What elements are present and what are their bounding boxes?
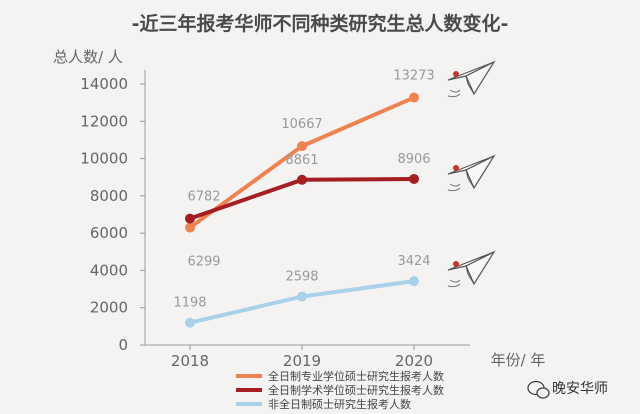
legend-label: 非全日制硕士研究生报考人数 <box>268 397 411 411</box>
legend-label: 全日制学术学位硕士研究生报考人数 <box>268 383 444 397</box>
data-label: 10667 <box>281 117 322 132</box>
chart-title: -近三年报考华师不同种类研究生总人数变化- <box>132 12 509 35</box>
y-tick-label: 12000 <box>80 112 128 130</box>
data-point <box>409 173 419 184</box>
y-tick-label: 2000 <box>90 299 128 317</box>
data-label: 13273 <box>393 69 434 84</box>
data-label: 3424 <box>397 254 430 269</box>
x-tick-label: 2019 <box>283 352 321 370</box>
legend-label: 全日制专业学位硕士研究生报考人数 <box>268 369 444 383</box>
y-tick-label: 10000 <box>80 150 128 168</box>
y-tick-label: 0 <box>118 336 128 354</box>
data-point <box>297 291 307 302</box>
series-line <box>188 176 416 221</box>
y-axis-label: 总人数/ 人 <box>53 48 123 66</box>
data-point <box>185 222 195 233</box>
x-axis-label: 年份/ 年 <box>491 351 546 369</box>
data-point <box>409 92 419 103</box>
data-point <box>297 141 307 152</box>
watermark: 晚安华师 <box>527 380 608 399</box>
data-point <box>409 276 419 287</box>
data-label: 8861 <box>285 153 318 168</box>
y-tick-label: 8000 <box>90 187 128 205</box>
y-tick-label: 6000 <box>90 224 128 242</box>
paper-plane-icon <box>447 60 496 98</box>
x-tick-label: 2018 <box>171 352 209 370</box>
y-tick-label: 14000 <box>80 75 128 93</box>
data-label: 6299 <box>187 255 220 270</box>
y-tick-label: 4000 <box>90 261 128 279</box>
data-label: 2598 <box>285 270 318 285</box>
series-line <box>188 279 416 325</box>
data-point <box>185 213 195 224</box>
data-label: 8906 <box>397 152 430 167</box>
x-tick-label: 2020 <box>395 352 433 370</box>
watermark-text: 晚安华师 <box>552 381 608 397</box>
paper-plane-icon <box>447 250 496 288</box>
data-point <box>297 174 307 185</box>
data-label: 6782 <box>187 190 220 205</box>
wechat-icon <box>527 380 550 399</box>
paper-plane-icon <box>447 154 496 192</box>
data-label: 1198 <box>173 296 206 311</box>
data-point <box>185 317 195 328</box>
